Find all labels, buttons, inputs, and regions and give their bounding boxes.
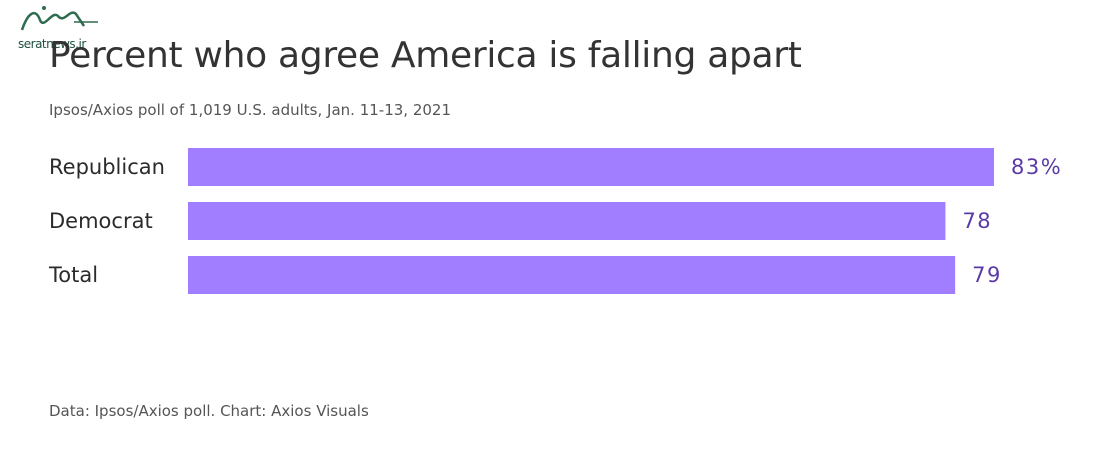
- watermark-logo: seratnews.ir: [14, 2, 104, 52]
- chart-title: Percent who agree America is falling apa…: [49, 35, 802, 76]
- value-label: 83%: [1011, 155, 1062, 179]
- bar: [188, 202, 946, 240]
- category-label: Total: [48, 263, 98, 287]
- watermark-text: seratnews.ir: [18, 37, 86, 51]
- value-label: 78: [962, 209, 992, 233]
- bar: [188, 148, 994, 186]
- category-label: Republican: [49, 155, 165, 179]
- chart-subtitle: Ipsos/Axios poll of 1,019 U.S. adults, J…: [49, 101, 451, 119]
- value-label: 79: [972, 263, 1002, 287]
- bar: [188, 256, 956, 294]
- chart-source: Data: Ipsos/Axios poll. Chart: Axios Vis…: [49, 402, 369, 420]
- category-label: Democrat: [49, 209, 153, 233]
